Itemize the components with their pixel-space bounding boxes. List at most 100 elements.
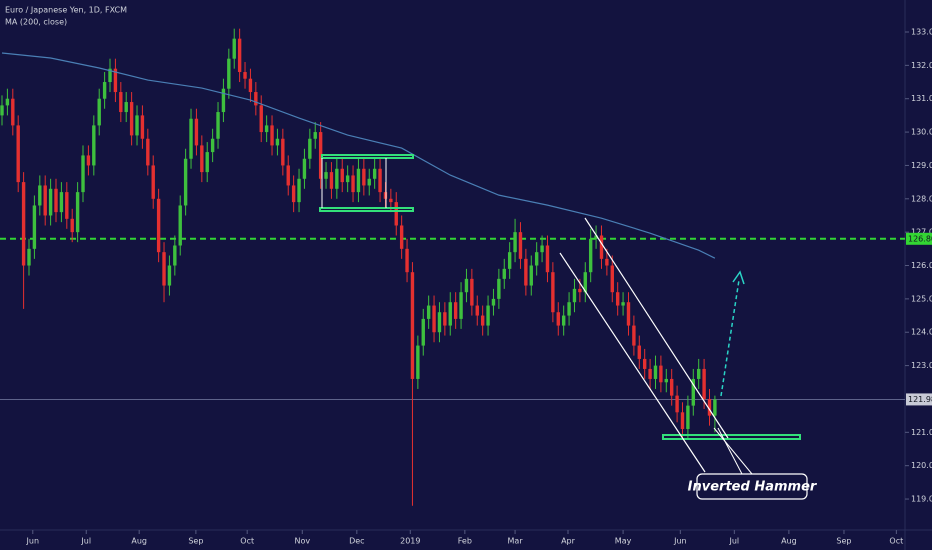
candle-body (394, 202, 398, 226)
candle-body (92, 125, 96, 166)
candle-body (27, 248, 31, 266)
candle-body (356, 168, 361, 193)
x-tick-label: 2019 (400, 537, 420, 546)
drawings: Inverted Hammer (319, 154, 818, 500)
candle-body (534, 252, 539, 266)
candle-body (86, 155, 91, 166)
candle-body (696, 368, 701, 379)
candle-body (513, 232, 517, 253)
candle-body (97, 98, 101, 126)
annotation-text: Inverted Hammer (688, 480, 818, 495)
candle-body (637, 345, 641, 359)
candle-body (497, 278, 501, 299)
candle-body (151, 165, 155, 199)
candle-body (621, 302, 625, 306)
candle-body (691, 378, 695, 406)
arrow-head (732, 270, 745, 285)
candle-body (405, 248, 409, 273)
candle-body (556, 312, 560, 326)
candle-body (329, 172, 334, 189)
candle-body (529, 265, 533, 286)
y-tick-label: 126.000 (911, 261, 932, 270)
channel-line (584, 217, 729, 439)
candle-body (200, 145, 204, 173)
channel-line (559, 252, 706, 473)
candle-body (475, 305, 479, 316)
candle-body (486, 305, 490, 326)
y-tick-label: 130.000 (911, 128, 932, 137)
candle-body (540, 245, 544, 253)
y-tick-label: 123.000 (911, 361, 932, 370)
candle-body (615, 292, 620, 306)
candle-body (680, 412, 685, 429)
candle-body (108, 68, 112, 83)
candle-body (243, 72, 247, 79)
candle-body (443, 312, 447, 326)
x-tick-label: Feb (458, 537, 472, 546)
x-tick-label: Sep (188, 537, 203, 546)
candle-body (275, 138, 280, 146)
candle-body (345, 175, 350, 183)
candle-body (5, 98, 10, 106)
annotation-box (696, 473, 808, 500)
candle-body (124, 102, 128, 113)
candle-body (561, 315, 566, 326)
projection-arrow (720, 279, 740, 397)
x-tick-label: Mar (508, 537, 524, 546)
candle-body (43, 185, 47, 216)
x-tick-label: Oct (889, 537, 903, 546)
plot (0, 28, 905, 506)
candle-body (545, 245, 550, 273)
candle-body (65, 192, 69, 219)
candle-body (113, 68, 118, 93)
x-tick-label: Jul (729, 537, 740, 546)
candle-body (54, 188, 58, 213)
callout-line (713, 427, 753, 475)
candle-body (102, 82, 107, 99)
x-tick-label: Jul (80, 537, 91, 546)
candle-body (32, 205, 37, 249)
x-tick-label: May (615, 537, 632, 546)
candle-body (594, 235, 598, 239)
y-tick-label: 120.000 (911, 461, 932, 470)
candle-body (189, 118, 193, 159)
candle-body (167, 265, 172, 286)
candle-body (221, 88, 226, 113)
x-tick-label: Dec (349, 537, 364, 546)
candle-body (664, 378, 668, 383)
candle-body (313, 132, 317, 139)
x-tick-label: Sep (836, 537, 851, 546)
candle-body (156, 198, 161, 253)
last-price-tag (906, 393, 932, 406)
candle-body (437, 312, 442, 333)
candle-body (302, 158, 307, 179)
y-tick-label: 119.000 (911, 495, 932, 504)
x-tick-label: Aug (781, 537, 797, 546)
candle-body (470, 278, 474, 306)
candle-body (448, 302, 452, 326)
candle-body (713, 399, 717, 416)
candle-body (140, 115, 145, 139)
x-tick-label: Jun (26, 537, 40, 546)
candle-body (707, 398, 712, 416)
candle-body (491, 298, 496, 306)
candle-body (270, 125, 274, 146)
candle-body (21, 182, 26, 266)
candle-body (210, 138, 215, 153)
candle-body (432, 305, 436, 333)
candle-body (308, 138, 312, 159)
candle-body (599, 235, 604, 259)
candle-body (426, 305, 431, 319)
candle-body (410, 272, 415, 379)
candle-body (264, 125, 269, 133)
y-tick-label: 128.000 (911, 194, 932, 203)
candle-body (297, 178, 301, 203)
y-tick-label: 132.000 (911, 61, 932, 70)
candle-body (291, 185, 296, 203)
range-box-top (321, 154, 414, 159)
candle-body (507, 252, 512, 269)
y-tick-label: 125.000 (911, 294, 932, 303)
candle-body (572, 288, 577, 303)
candle-body (216, 112, 220, 139)
